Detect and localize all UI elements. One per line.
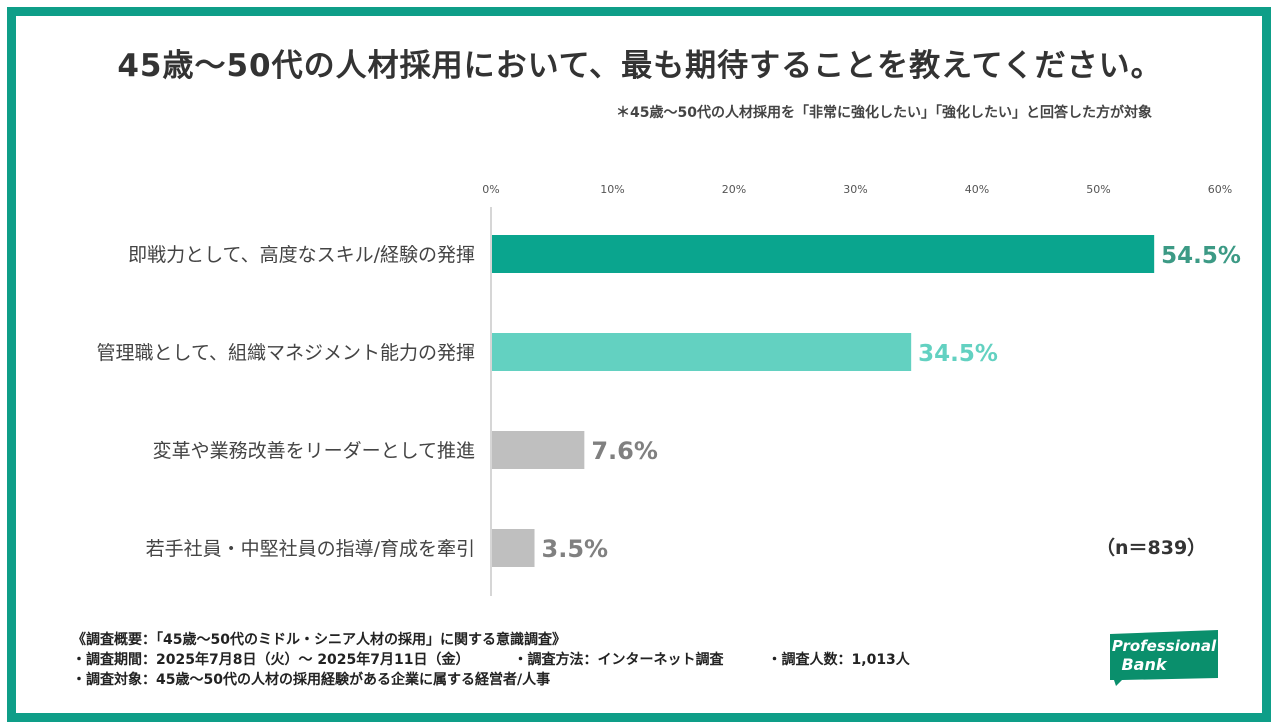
footer-target: ・調査対象：45歳〜50代の人材の採用経験がある企業に属する経営者/人事 <box>72 672 551 688</box>
x-tick-label: 0% <box>482 183 499 196</box>
footer-line-2: ・調査期間：2025年7月8日（火）〜 2025年7月11日（金） ・調査方法：イ… <box>72 650 910 670</box>
x-tick-label: 50% <box>1086 183 1110 196</box>
footer-count: ・調査人数：1,013人 <box>767 652 910 668</box>
category-label: 管理職として、組織マネジメント能力の発揮 <box>97 342 475 364</box>
footer-method: ・調査方法：インターネット調査 <box>513 652 724 668</box>
x-tick-label: 10% <box>600 183 624 196</box>
category-label: 即戦力として、高度なスキル/経験の発揮 <box>128 244 475 266</box>
category-label: 若手社員・中堅社員の指導/育成を牽引 <box>146 538 475 560</box>
professional-bank-logo: Professional Bank <box>1110 630 1218 686</box>
category-label: 変革や業務改善をリーダーとして推進 <box>153 440 475 462</box>
bar <box>492 235 1155 273</box>
sample-size-label: （n＝839） <box>1096 537 1207 559</box>
x-tick-label: 30% <box>843 183 867 196</box>
respondent-note: ＊45歳〜50代の人材採用を「非常に強化したい」「強化したい」と回答した方が対象 <box>616 105 1152 121</box>
x-tick-label: 20% <box>722 183 746 196</box>
x-tick-label: 40% <box>965 183 989 196</box>
chart-title: 45歳〜50代の人材採用において、最も期待することを教えてください。 <box>117 48 1163 84</box>
logo-line1: Professional <box>1112 637 1217 655</box>
footer-period: ・調査期間：2025年7月8日（火）〜 2025年7月11日（金） <box>72 652 470 668</box>
logo-line2: Bank <box>1121 655 1167 674</box>
data-label: 3.5% <box>542 535 609 563</box>
data-label: 34.5% <box>918 341 998 367</box>
footer-heading: 《調査概要：「45歳〜50代のミドル・シニア人材の採用」に関する意識調査》 <box>72 632 566 648</box>
x-tick-label: 60% <box>1208 183 1232 196</box>
survey-footer: 《調査概要：「45歳〜50代のミドル・シニア人材の採用」に関する意識調査》 ・調… <box>72 630 910 690</box>
data-label: 54.5% <box>1161 243 1241 269</box>
bar <box>492 529 535 567</box>
data-label: 7.6% <box>591 437 658 465</box>
bar <box>492 333 912 371</box>
bar <box>492 431 585 469</box>
